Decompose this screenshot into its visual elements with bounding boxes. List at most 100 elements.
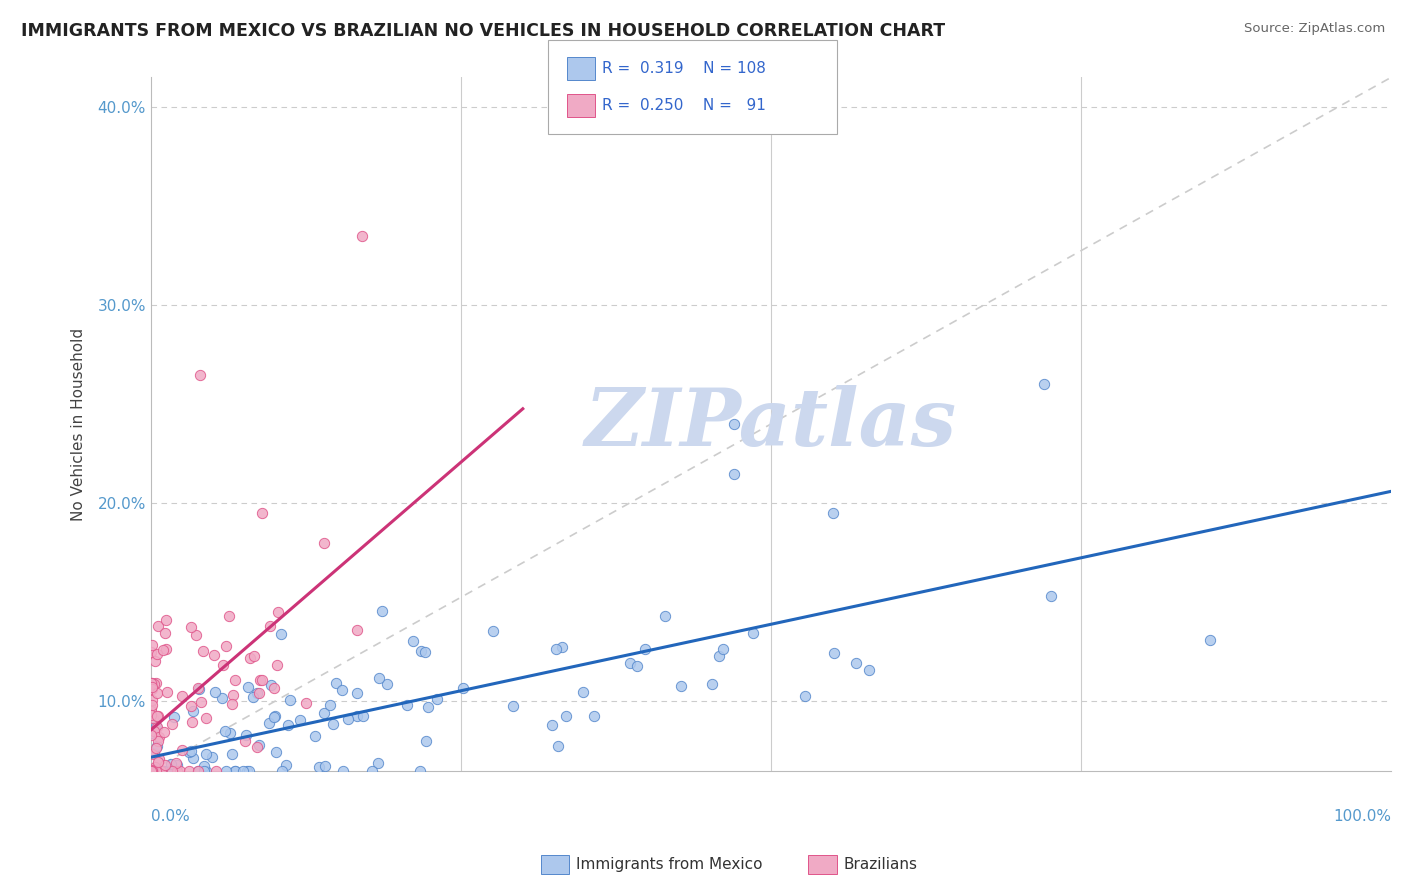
Point: [146, 764, 169, 778]
Point: [141, 680, 163, 694]
Point: [143, 762, 166, 776]
Point: [360, 764, 382, 778]
Point: [145, 764, 167, 778]
Point: [238, 764, 260, 778]
Point: [141, 645, 163, 659]
Point: [204, 685, 226, 699]
Point: [395, 698, 418, 712]
Point: [152, 764, 174, 778]
Point: [184, 628, 207, 642]
Point: [148, 755, 170, 769]
Point: [308, 760, 330, 774]
Point: [141, 692, 163, 706]
Point: [146, 734, 169, 748]
Point: [402, 634, 425, 648]
Point: [794, 689, 817, 703]
Point: [224, 764, 246, 778]
Point: [156, 685, 179, 699]
Point: [319, 698, 342, 712]
Point: [408, 764, 430, 778]
Point: [187, 764, 209, 778]
Point: [141, 698, 163, 712]
Point: [239, 651, 262, 665]
Point: [155, 613, 177, 627]
Point: [141, 764, 163, 778]
Point: [145, 675, 167, 690]
Point: [346, 624, 368, 638]
Point: [141, 728, 163, 742]
Point: [141, 638, 163, 652]
Point: [312, 706, 335, 720]
Point: [169, 764, 191, 778]
Point: [148, 618, 170, 632]
Text: 0.0%: 0.0%: [150, 809, 190, 824]
Point: [224, 673, 246, 687]
Point: [165, 756, 187, 770]
Point: [188, 682, 211, 697]
Point: [157, 764, 180, 778]
Point: [146, 709, 169, 723]
Point: [187, 764, 209, 778]
Point: [367, 756, 389, 770]
Text: IMMIGRANTS FROM MEXICO VS BRAZILIAN NO VEHICLES IN HOUSEHOLD CORRELATION CHART: IMMIGRANTS FROM MEXICO VS BRAZILIAN NO V…: [21, 22, 945, 40]
Point: [155, 641, 177, 656]
Point: [219, 726, 242, 740]
Point: [415, 733, 437, 747]
Point: [141, 764, 163, 778]
Point: [481, 624, 503, 638]
Point: [260, 677, 283, 691]
Point: [221, 698, 243, 712]
Point: [368, 671, 391, 685]
Point: [252, 506, 274, 520]
Point: [322, 716, 344, 731]
Point: [250, 673, 273, 688]
Point: [263, 681, 285, 695]
Point: [370, 604, 392, 618]
Point: [238, 681, 260, 695]
Point: [142, 764, 165, 778]
Point: [145, 741, 167, 756]
Point: [263, 710, 285, 724]
Point: [502, 699, 524, 714]
Point: [377, 677, 399, 691]
Point: [249, 673, 271, 687]
Point: [314, 758, 336, 772]
Point: [139, 700, 162, 714]
Point: [669, 679, 692, 693]
Point: [141, 747, 163, 762]
Point: [143, 746, 166, 760]
Point: [246, 740, 269, 755]
Point: [218, 609, 240, 624]
Point: [723, 467, 745, 481]
Point: [155, 625, 177, 640]
Point: [141, 676, 163, 690]
Point: [141, 681, 163, 696]
Point: [247, 739, 270, 753]
Point: [170, 689, 193, 703]
Point: [205, 764, 228, 778]
Point: [700, 676, 723, 690]
Point: [544, 641, 567, 656]
Point: [619, 656, 641, 670]
Point: [183, 704, 205, 718]
Point: [626, 658, 648, 673]
Point: [139, 705, 162, 719]
Point: [711, 641, 734, 656]
Point: [270, 627, 292, 641]
Point: [145, 764, 167, 778]
Point: [139, 764, 162, 778]
Point: [162, 717, 184, 731]
Point: [215, 764, 238, 778]
Point: [146, 720, 169, 734]
Point: [555, 708, 578, 723]
Point: [177, 764, 200, 778]
Point: [148, 764, 170, 778]
Point: [295, 696, 318, 710]
Text: Brazilians: Brazilians: [844, 857, 918, 871]
Point: [183, 751, 205, 765]
Point: [418, 699, 440, 714]
Point: [145, 719, 167, 733]
Point: [235, 728, 257, 742]
Point: [193, 759, 215, 773]
Point: [201, 749, 224, 764]
